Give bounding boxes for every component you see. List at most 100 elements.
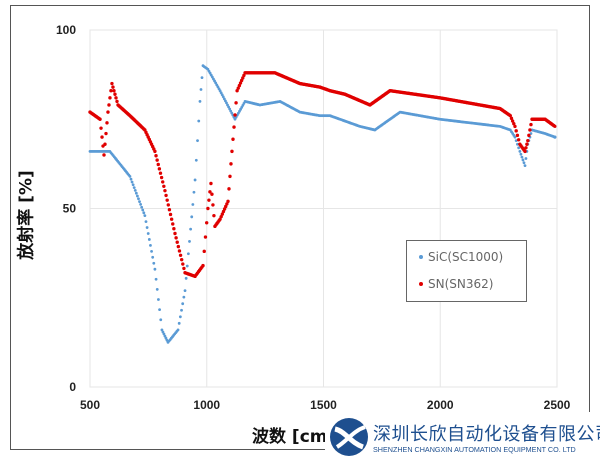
data-point — [132, 186, 136, 189]
data-point — [208, 190, 212, 194]
data-point — [134, 191, 138, 195]
y-tick-label: 50 — [63, 202, 77, 216]
data-point — [171, 222, 175, 226]
data-point — [210, 192, 214, 196]
x-tick-label: 1000 — [193, 398, 220, 412]
data-point — [114, 96, 118, 100]
data-point — [177, 321, 181, 325]
data-point — [98, 117, 102, 121]
data-point — [218, 217, 222, 221]
data-point — [189, 227, 193, 231]
data-point — [104, 131, 108, 136]
data-point — [509, 116, 514, 121]
data-point — [192, 190, 196, 194]
data-point — [133, 188, 137, 192]
data-point — [242, 73, 246, 78]
data-point — [167, 207, 172, 212]
data-point — [523, 164, 527, 168]
data-point — [179, 257, 184, 262]
data-point — [154, 277, 158, 281]
data-point — [165, 338, 169, 342]
data-point — [226, 199, 230, 204]
data-point — [231, 137, 235, 141]
data-point — [524, 157, 528, 160]
data-point — [163, 334, 167, 338]
data-point — [239, 78, 244, 83]
data-point — [178, 253, 183, 258]
data-point — [103, 142, 107, 146]
data-point — [164, 336, 168, 340]
data-point — [198, 100, 202, 103]
data-point — [523, 149, 527, 154]
data-point — [241, 76, 245, 80]
data-point — [528, 128, 532, 132]
data-point — [109, 88, 113, 93]
data-point — [106, 110, 110, 114]
data-point — [144, 220, 148, 223]
data-point — [131, 183, 135, 187]
data-point — [181, 262, 185, 266]
data-point — [177, 249, 182, 253]
y-tick-label: 100 — [56, 23, 76, 37]
data-point — [222, 207, 227, 211]
data-point — [185, 264, 189, 268]
data-point — [112, 88, 116, 93]
legend-item-sn: SN(SN362) — [419, 277, 493, 291]
x-tick-label: 1500 — [310, 398, 337, 412]
data-point — [186, 252, 190, 256]
data-point — [190, 215, 194, 219]
data-point — [207, 198, 211, 202]
data-point — [154, 154, 158, 158]
data-point — [183, 289, 187, 293]
data-point — [508, 113, 512, 118]
data-point — [166, 203, 171, 207]
data-point — [159, 175, 164, 180]
data-point — [130, 180, 134, 184]
data-point — [176, 328, 180, 332]
data-point — [161, 180, 165, 184]
data-point — [172, 227, 176, 231]
data-point — [513, 135, 517, 139]
data-point — [513, 124, 517, 129]
data-point — [236, 86, 240, 90]
data-point — [199, 88, 203, 91]
data-point — [162, 332, 166, 336]
data-point — [512, 122, 516, 126]
data-point — [174, 236, 178, 240]
data-point — [224, 204, 228, 209]
data-point — [237, 83, 242, 88]
data-point — [181, 302, 185, 306]
data-point — [151, 255, 155, 259]
grid — [89, 29, 558, 388]
data-point — [150, 249, 153, 253]
data-point — [514, 139, 518, 143]
legend-item-sic: SiC(SC1000) — [419, 250, 503, 264]
data-point — [553, 124, 557, 128]
data-point — [510, 119, 515, 123]
data-point — [147, 238, 151, 241]
data-point — [155, 288, 159, 291]
data-point — [113, 92, 117, 96]
x-tick-label: 2500 — [544, 398, 571, 412]
data-point — [102, 153, 106, 157]
data-point — [204, 221, 209, 225]
data-point — [220, 212, 225, 216]
data-point — [142, 211, 146, 215]
data-point — [100, 135, 104, 139]
data-point — [152, 261, 156, 265]
data-point — [153, 149, 157, 154]
data-point — [146, 232, 150, 235]
data-point — [227, 187, 231, 191]
data-point — [173, 231, 177, 236]
data-point — [522, 161, 526, 165]
legend-marker-sn — [419, 282, 423, 286]
data-point — [178, 315, 182, 319]
data-point — [169, 217, 174, 221]
data-point — [202, 249, 206, 254]
data-point — [137, 197, 140, 201]
data-point — [206, 206, 210, 211]
data-point — [99, 126, 103, 130]
data-point — [238, 81, 243, 85]
data-point — [145, 226, 149, 229]
data-point — [175, 240, 179, 244]
